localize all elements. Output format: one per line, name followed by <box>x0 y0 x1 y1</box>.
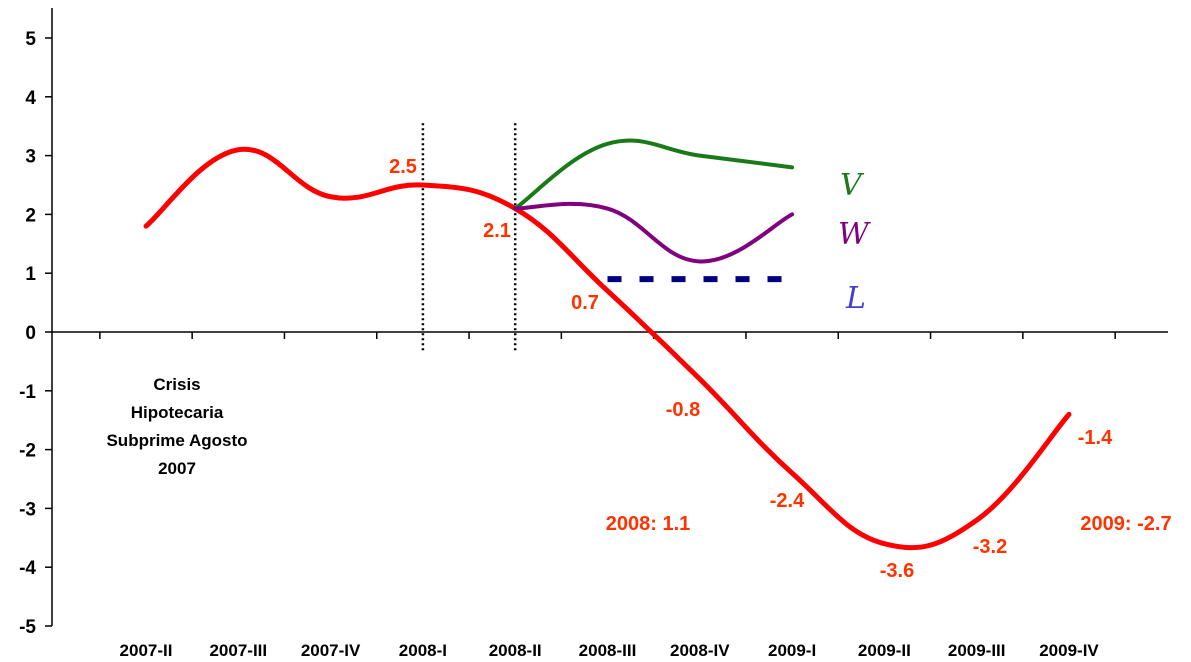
crisis-note-line-4: 2007 <box>158 459 196 478</box>
reference-lines <box>421 123 517 353</box>
x-tick-label: 2009-III <box>948 641 1006 660</box>
y-tick-label: 1 <box>25 264 36 285</box>
y-tick-label: 4 <box>25 88 36 109</box>
y-tick-label: 0 <box>25 323 36 344</box>
x-tick-label: 2007-III <box>209 641 267 660</box>
annual-2008-label: 2008: 1.1 <box>606 513 691 535</box>
y-tick-label: -3 <box>19 499 36 520</box>
x-tick-label: 2009-I <box>768 641 816 660</box>
data-label-2009-I: -2.4 <box>770 490 805 512</box>
x-tick-label: 2008-II <box>489 641 542 660</box>
y-tick-label: -2 <box>19 441 36 462</box>
crisis-note: Crisis Hipotecaria Subprime Agosto 2007 <box>106 375 247 478</box>
crisis-note-line-1: Crisis <box>153 375 200 394</box>
scenario-label-l: L <box>845 281 866 316</box>
data-labels: 2.5 2.1 0.7 -0.8 -2.4 -3.6 -3.2 -1.4 200… <box>389 156 1171 582</box>
data-label-2008-I: 2.5 <box>389 156 417 178</box>
series-line-v <box>513 138 795 211</box>
data-label-2009-III: -3.2 <box>973 536 1007 558</box>
x-axis-ticks: 2007-II 2007-III 2007-IV 2008-I 2008-II 2008-… <box>99 332 1116 660</box>
series-group <box>143 138 1072 551</box>
y-axis-ticks: 5 4 3 2 1 0 -1 -2 -3 -4 -5 <box>19 29 52 638</box>
x-tick-label: 2009-IV <box>1039 641 1099 660</box>
y-tick-label: -1 <box>19 382 36 403</box>
x-tick-label: 2008-I <box>399 641 447 660</box>
data-label-2009-IV: -1.4 <box>1078 427 1113 449</box>
y-tick-label: -5 <box>19 617 36 638</box>
scenario-labels: V W L <box>838 168 871 316</box>
x-tick-label: 2008-III <box>579 641 637 660</box>
data-label-2008-III: 0.7 <box>571 292 599 314</box>
scenario-label-v: V <box>840 168 865 203</box>
x-tick-label: 2007-II <box>120 641 173 660</box>
crisis-note-line-3: Subprime Agosto <box>106 431 247 450</box>
series-line-w <box>513 201 795 264</box>
y-tick-label: 2 <box>25 205 36 226</box>
x-tick-label: 2007-IV <box>301 641 361 660</box>
y-tick-label: 3 <box>25 147 36 168</box>
x-tick-label: 2009-II <box>858 641 911 660</box>
y-tick-label: 5 <box>25 29 36 50</box>
data-label-2008-II: 2.1 <box>483 220 511 242</box>
crisis-note-line-2: Hipotecaria <box>131 403 224 422</box>
annual-2009-label: 2009: -2.7 <box>1080 513 1171 535</box>
series-line-main <box>143 146 1072 551</box>
data-label-2008-IV: -0.8 <box>666 399 700 421</box>
scenario-label-w: W <box>838 217 871 252</box>
data-label-2009-II: -3.6 <box>880 560 914 582</box>
axes <box>51 8 1168 626</box>
x-tick-label: 2008-IV <box>670 641 730 660</box>
y-tick-label: -4 <box>19 558 36 579</box>
